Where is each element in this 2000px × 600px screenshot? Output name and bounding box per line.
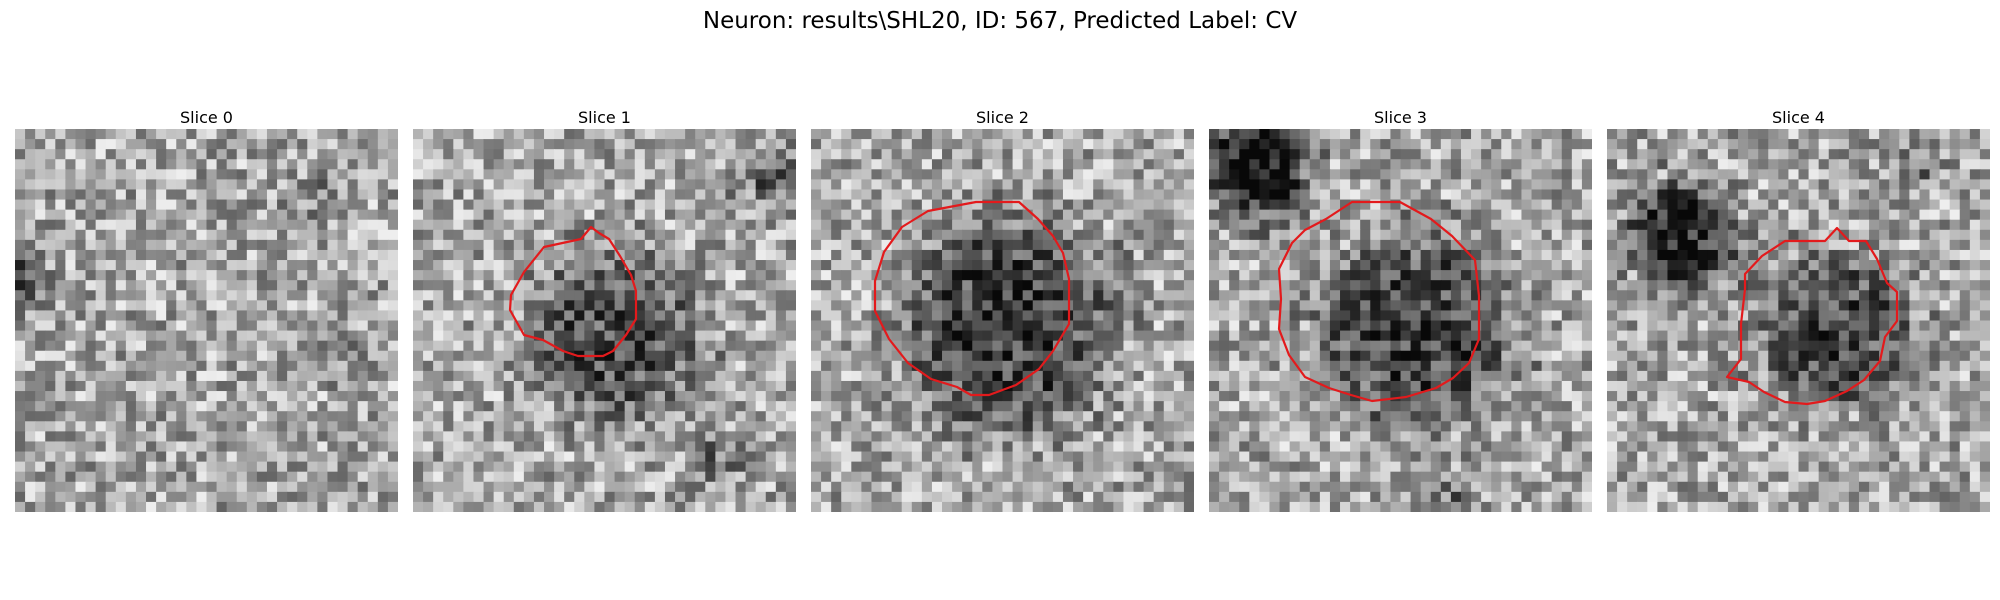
slice-image [1209, 129, 1592, 512]
slice-panel-1: Slice 1 [413, 107, 796, 512]
slice-panel-2: Slice 2 [811, 107, 1194, 512]
slice-title: Slice 0 [180, 108, 233, 127]
slice-image [15, 129, 398, 512]
slice-panel-0: Slice 0 [15, 107, 398, 512]
slice-image [811, 129, 1194, 512]
slice-title: Slice 4 [1772, 108, 1825, 127]
roi-contour [508, 225, 638, 358]
slice-image [413, 129, 796, 512]
slice-title: Slice 2 [976, 108, 1029, 127]
slice-image [1607, 129, 1990, 512]
slice-panel-4: Slice 4 [1607, 107, 1990, 512]
roi-contour [1277, 200, 1481, 403]
roi-contour [1725, 226, 1899, 406]
slice-panel-3: Slice 3 [1209, 107, 1592, 512]
slice-title: Slice 1 [578, 108, 631, 127]
slice-title: Slice 3 [1374, 108, 1427, 127]
figure-title: Neuron: results\SHL20, ID: 567, Predicte… [702, 8, 1298, 34]
roi-contour [873, 200, 1071, 397]
